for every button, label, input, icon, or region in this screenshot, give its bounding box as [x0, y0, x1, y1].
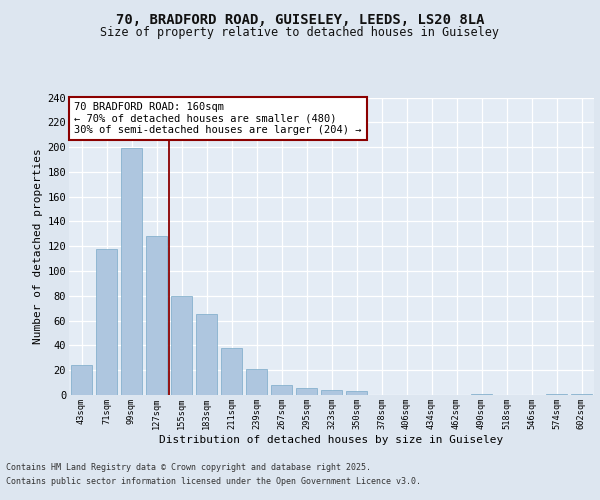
- Text: Size of property relative to detached houses in Guiseley: Size of property relative to detached ho…: [101, 26, 499, 39]
- Bar: [321, 390, 342, 395]
- Bar: [571, 394, 592, 395]
- Bar: [96, 248, 117, 395]
- Text: Contains public sector information licensed under the Open Government Licence v3: Contains public sector information licen…: [6, 477, 421, 486]
- Bar: [346, 392, 367, 395]
- Bar: [471, 394, 492, 395]
- Bar: [121, 148, 142, 395]
- Bar: [246, 369, 267, 395]
- Y-axis label: Number of detached properties: Number of detached properties: [34, 148, 43, 344]
- Bar: [146, 236, 167, 395]
- Bar: [221, 348, 242, 395]
- Bar: [196, 314, 217, 395]
- Text: 70 BRADFORD ROAD: 160sqm
← 70% of detached houses are smaller (480)
30% of semi-: 70 BRADFORD ROAD: 160sqm ← 70% of detach…: [74, 102, 362, 135]
- Bar: [171, 296, 192, 395]
- X-axis label: Distribution of detached houses by size in Guiseley: Distribution of detached houses by size …: [160, 435, 503, 445]
- Bar: [296, 388, 317, 395]
- Text: Contains HM Land Registry data © Crown copyright and database right 2025.: Contains HM Land Registry data © Crown c…: [6, 464, 371, 472]
- Bar: [271, 385, 292, 395]
- Bar: [546, 394, 567, 395]
- Text: 70, BRADFORD ROAD, GUISELEY, LEEDS, LS20 8LA: 70, BRADFORD ROAD, GUISELEY, LEEDS, LS20…: [116, 12, 484, 26]
- Bar: [71, 365, 92, 395]
